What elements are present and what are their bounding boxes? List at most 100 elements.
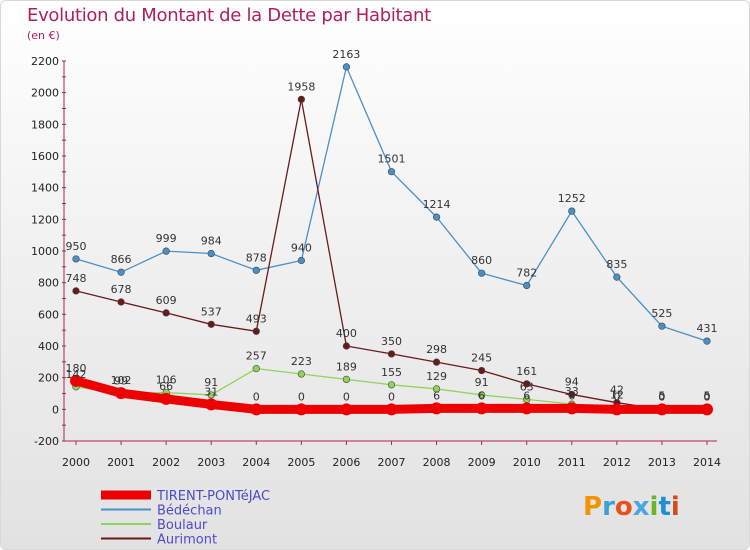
data-point-tirent-pont-jac [565, 402, 578, 415]
data-point-b-d-chan [207, 249, 215, 258]
logo-letter: t [658, 492, 670, 522]
data-label-aurimont: 298 [426, 343, 447, 356]
data-label-tirent-pont-jac: 0 [298, 390, 305, 403]
data-point-aurimont [207, 320, 215, 328]
data-label-boulaur: 99 [114, 375, 128, 388]
data-label-tirent-pont-jac: 31 [204, 385, 218, 398]
data-label-tirent-pont-jac: 0 [613, 390, 620, 403]
data-point-aurimont [162, 309, 170, 317]
data-label-boulaur: 189 [336, 360, 357, 373]
data-point-tirent-pont-jac [475, 402, 488, 415]
y-tick-label: 1000 [31, 245, 59, 258]
data-label-aurimont: 42 [610, 384, 624, 397]
y-tick-label: 400 [38, 340, 59, 353]
logo-letter: P [583, 492, 602, 522]
data-label-aurimont: 350 [381, 335, 402, 348]
data-point-boulaur [342, 375, 351, 384]
data-point-boulaur [387, 381, 396, 389]
data-label-tirent-pont-jac: 0 [253, 390, 260, 403]
data-label-b-d-chan: 999 [156, 232, 177, 245]
data-label-boulaur: 91 [475, 376, 489, 389]
data-point-boulaur [478, 391, 486, 399]
data-label-aurimont: 0 [704, 390, 711, 403]
x-tick-label: 2006 [332, 456, 360, 469]
data-label-tirent-pont-jac: 0 [658, 390, 665, 403]
data-point-tirent-pont-jac [430, 402, 443, 415]
x-tick-label: 2007 [378, 456, 406, 469]
legend-label: TIRENT-PONTéJAC [156, 489, 270, 504]
x-tick-label: 2012 [603, 456, 631, 469]
y-tick-label: 1400 [31, 182, 59, 195]
data-point-b-d-chan [297, 256, 305, 265]
data-point-tirent-pont-jac [610, 403, 623, 416]
data-point-tirent-pont-jac [520, 402, 533, 415]
data-point-tirent-pont-jac [70, 374, 82, 387]
legend-label: Bédéchan [157, 504, 222, 519]
data-point-b-d-chan [658, 322, 666, 330]
data-point-b-d-chan [478, 269, 486, 277]
data-label-boulaur: 223 [291, 355, 312, 368]
data-label-b-d-chan: 866 [111, 253, 132, 266]
data-point-b-d-chan [162, 247, 170, 255]
logo-letter: i [650, 492, 659, 522]
series-line-aurimont [75, 98, 708, 410]
x-tick-label: 2000 [62, 456, 90, 469]
data-point-b-d-chan [252, 266, 260, 274]
data-label-b-d-chan: 860 [471, 254, 492, 267]
data-point-tirent-pont-jac [701, 403, 713, 416]
data-label-aurimont: 161 [516, 365, 537, 378]
legend-label: Aurimont [157, 533, 217, 548]
data-label-b-d-chan: 1214 [423, 198, 451, 211]
data-label-boulaur: 142 [66, 368, 87, 381]
x-tick-label: 2014 [693, 456, 721, 469]
data-point-tirent-pont-jac [205, 398, 218, 411]
x-tick-label: 2002 [152, 456, 180, 469]
data-point-boulaur [207, 391, 215, 399]
data-label-tirent-pont-jac: 6 [568, 389, 575, 402]
data-label-tirent-pont-jac: 180 [66, 362, 87, 375]
x-tick-label: 2008 [423, 456, 451, 469]
data-point-b-d-chan [387, 168, 396, 176]
data-label-boulaur: 33 [565, 385, 579, 398]
data-label-tirent-pont-jac: 6 [433, 389, 440, 402]
data-label-boulaur: 5 [704, 390, 711, 403]
y-tick-label: 200 [38, 372, 59, 385]
data-point-boulaur [297, 370, 305, 378]
data-point-tirent-pont-jac [295, 403, 308, 416]
series-points [70, 63, 713, 416]
data-point-b-d-chan [613, 273, 621, 281]
logo-letter: o [615, 492, 633, 522]
y-tick-label: 2200 [31, 55, 59, 68]
data-point-aurimont [342, 342, 351, 350]
data-label-aurimont: 245 [471, 352, 492, 365]
data-label-tirent-pont-jac: 0 [388, 390, 395, 403]
logo-letter: x [633, 492, 650, 522]
data-label-aurimont: 537 [201, 305, 222, 318]
data-point-b-d-chan [117, 268, 125, 276]
data-label-b-d-chan: 525 [651, 307, 672, 320]
x-tick-label: 2013 [648, 456, 676, 469]
data-label-boulaur: 91 [204, 376, 218, 389]
data-point-aurimont [117, 298, 125, 306]
data-point-boulaur [432, 385, 441, 393]
data-point-tirent-pont-jac [340, 403, 353, 416]
data-label-b-d-chan: 1501 [378, 153, 406, 166]
data-label-aurimont: 1958 [287, 80, 315, 93]
data-point-aurimont [252, 327, 260, 335]
x-tick-label: 2011 [558, 456, 586, 469]
data-point-aurimont [523, 380, 531, 388]
data-label-tirent-pont-jac: 66 [159, 380, 173, 393]
data-point-b-d-chan [342, 63, 351, 71]
x-tick-label: 2005 [287, 456, 315, 469]
x-tick-label: 2009 [468, 456, 496, 469]
data-label-b-d-chan: 835 [606, 258, 627, 271]
data-label-tirent-pont-jac: 6 [523, 389, 530, 402]
data-label-b-d-chan: 782 [516, 267, 537, 280]
x-tick-label: 2001 [107, 456, 135, 469]
data-point-aurimont [478, 366, 486, 375]
x-tick-label: 2003 [197, 456, 225, 469]
data-label-b-d-chan: 878 [246, 251, 267, 264]
data-label-boulaur: 12 [610, 388, 624, 401]
